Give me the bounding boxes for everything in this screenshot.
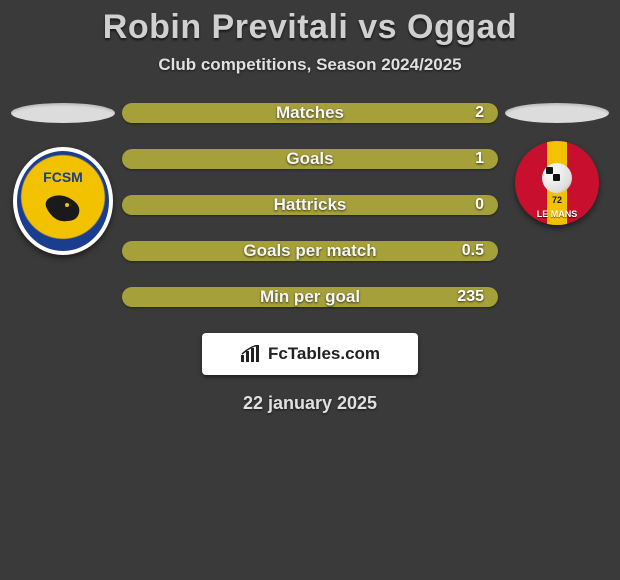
lemans-crest-72: 72 bbox=[515, 195, 599, 205]
bar-goals-per-match: Goals per match 0.5 bbox=[122, 241, 498, 261]
bar-goals-per-match-value: 0.5 bbox=[462, 242, 484, 260]
bar-hattricks-value: 0 bbox=[475, 196, 484, 214]
fctables-label: FcTables.com bbox=[268, 344, 380, 364]
bar-matches-value: 2 bbox=[475, 104, 484, 122]
page-title: Robin Previtali vs Oggad bbox=[0, 8, 620, 47]
bar-goals-per-match-label: Goals per match bbox=[243, 241, 376, 261]
soccer-ball-icon bbox=[542, 163, 572, 193]
bar-min-per-goal: Min per goal 235 bbox=[122, 287, 498, 307]
bar-goals: Goals 1 bbox=[122, 149, 498, 169]
bar-min-per-goal-label: Min per goal bbox=[260, 287, 360, 307]
bar-chart-icon bbox=[240, 345, 262, 363]
right-club-crest: 72 LE MANS bbox=[515, 141, 599, 225]
main-row: FCSM Matches 2 Goals 1 Hattricks 0 bbox=[0, 103, 620, 307]
right-player-placeholder bbox=[505, 103, 609, 123]
comparison-card: Robin Previtali vs Oggad Club competitio… bbox=[0, 0, 620, 414]
right-column: 72 LE MANS bbox=[502, 103, 612, 225]
left-club-crest: FCSM bbox=[13, 147, 113, 255]
lemans-crest-text: LE MANS bbox=[515, 209, 599, 219]
page-subtitle: Club competitions, Season 2024/2025 bbox=[0, 55, 620, 75]
bar-min-per-goal-value: 235 bbox=[457, 288, 484, 306]
stat-bars: Matches 2 Goals 1 Hattricks 0 Goals per … bbox=[118, 103, 502, 307]
fctables-watermark: FcTables.com bbox=[202, 333, 418, 375]
bar-goals-label: Goals bbox=[286, 149, 333, 169]
date-line: 22 january 2025 bbox=[0, 393, 620, 414]
lion-icon bbox=[41, 191, 85, 225]
bar-hattricks-label: Hattricks bbox=[274, 195, 347, 215]
left-player-placeholder bbox=[11, 103, 115, 123]
bar-matches-label: Matches bbox=[276, 103, 344, 123]
left-column: FCSM bbox=[8, 103, 118, 255]
bar-hattricks: Hattricks 0 bbox=[122, 195, 498, 215]
bar-goals-value: 1 bbox=[475, 150, 484, 168]
bar-matches: Matches 2 bbox=[122, 103, 498, 123]
sochaux-crest-text: FCSM bbox=[43, 169, 83, 185]
